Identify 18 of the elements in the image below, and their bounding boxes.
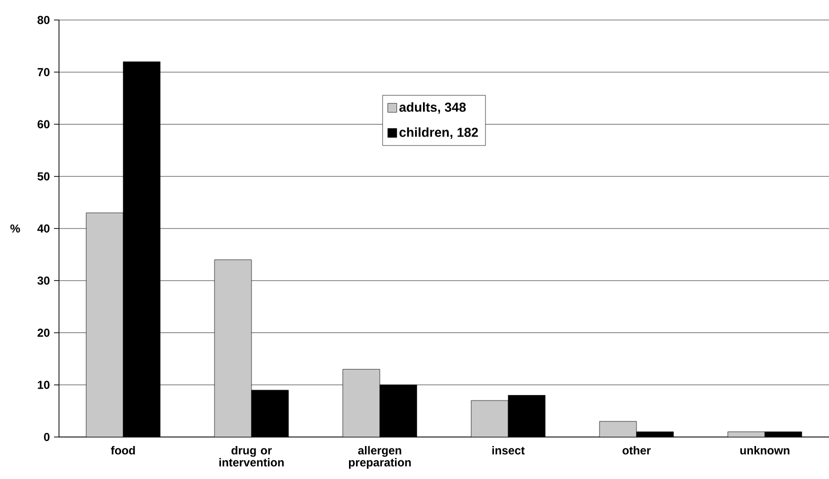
x-tick-label: other — [622, 446, 651, 454]
x-tick-label: unknown — [740, 446, 790, 454]
x-tick-label: drug or intervention — [219, 446, 284, 466]
x-tick-label: insect — [492, 446, 525, 454]
x-tick-label: food — [110, 446, 135, 454]
y-tick-label: 20 — [38, 328, 50, 337]
y-axis-title: % — [10, 224, 20, 233]
y-tick-label: 70 — [38, 68, 50, 76]
y-tick-label: 30 — [37, 276, 50, 285]
legend-label: children, 182 — [400, 127, 478, 139]
y-tick-label: 10 — [38, 380, 50, 389]
y-tick-label: 40 — [37, 224, 50, 233]
legend-label: adults, 348 — [399, 102, 466, 114]
y-tick-label: 80 — [38, 16, 50, 24]
y-tick-label: 0 — [44, 432, 50, 442]
y-tick-label: 60 — [38, 120, 50, 128]
x-tick-label: allergen preparation — [348, 446, 411, 469]
y-tick-label: 50 — [38, 172, 50, 180]
